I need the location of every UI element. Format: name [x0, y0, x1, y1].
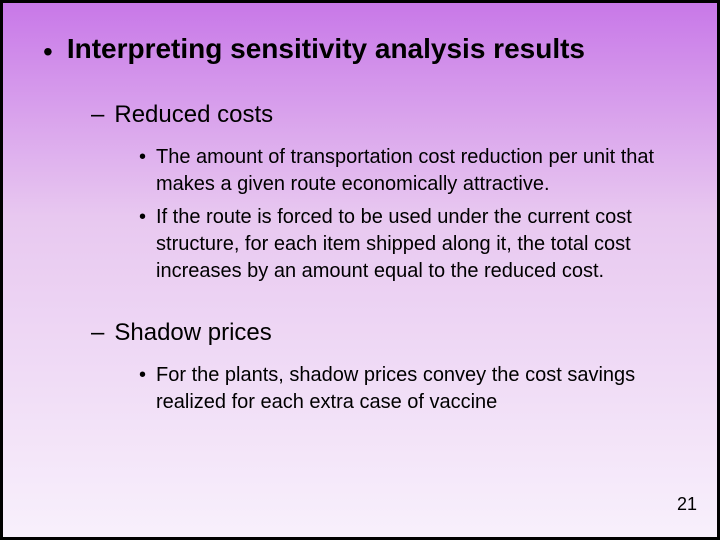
- list-item-text: If the route is forced to be used under …: [156, 204, 656, 285]
- dash-icon: –: [91, 99, 104, 130]
- bullet-icon: •: [139, 204, 146, 231]
- subheading-text: Reduced costs: [114, 99, 273, 130]
- slide: • Interpreting sensitivity analysis resu…: [0, 0, 720, 540]
- list-item: • For the plants, shadow prices convey t…: [139, 362, 677, 416]
- bullet-icon: •: [139, 144, 146, 171]
- list-item-text: The amount of transportation cost reduct…: [156, 144, 656, 198]
- main-heading: • Interpreting sensitivity analysis resu…: [43, 31, 677, 69]
- subheading-shadow-prices: – Shadow prices: [91, 317, 677, 348]
- bullet-icon: •: [139, 362, 146, 389]
- list-item-text: For the plants, shadow prices convey the…: [156, 362, 656, 416]
- spacer: [43, 291, 677, 317]
- subheading-text: Shadow prices: [114, 317, 271, 348]
- list-item: • If the route is forced to be used unde…: [139, 204, 677, 285]
- bullet-icon: •: [43, 35, 53, 69]
- list-item: • The amount of transportation cost redu…: [139, 144, 677, 198]
- dash-icon: –: [91, 317, 104, 348]
- main-heading-text: Interpreting sensitivity analysis result…: [67, 31, 585, 66]
- subheading-reduced-costs: – Reduced costs: [91, 99, 677, 130]
- page-number: 21: [677, 494, 697, 515]
